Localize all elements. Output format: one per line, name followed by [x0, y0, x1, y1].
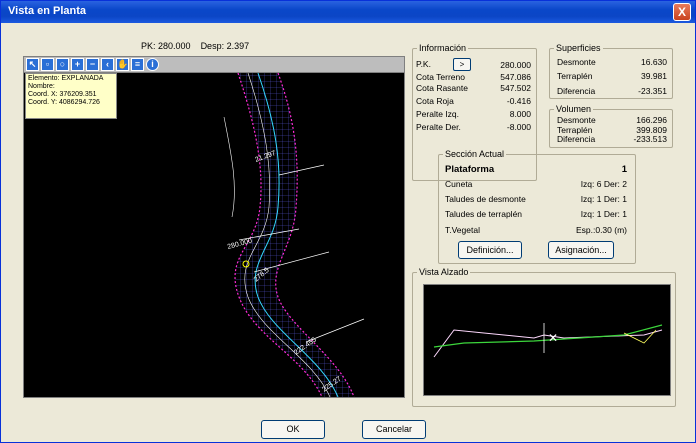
pointer-icon[interactable]: ↖ — [26, 58, 39, 71]
info-value: -8.000 — [506, 122, 531, 132]
cross-section-line — [305, 318, 365, 343]
info-value: 547.086 — [500, 72, 531, 82]
close-button[interactable]: X — [673, 3, 691, 21]
info-label: Peralte Der. — [416, 122, 461, 132]
seccion-label: Taludes de terraplén — [445, 209, 523, 219]
cancel-button[interactable]: Cancelar — [362, 420, 426, 439]
cross-section-line — [278, 164, 325, 176]
viewer-header: PK: 280.000 Desp: 2.397 — [141, 41, 249, 51]
asignacion-button[interactable]: Asignación... — [548, 241, 614, 259]
alzado-title: Vista Alzado — [419, 267, 469, 277]
plataforma-value: 1 — [621, 164, 627, 175]
seccion-title: Sección Actual — [445, 149, 505, 159]
current-position-marker — [242, 260, 250, 268]
vol-label: Desmonte — [557, 115, 596, 125]
seccion-label: Cuneta — [445, 179, 473, 189]
pk-next-button[interactable]: > — [453, 58, 471, 71]
road-edge-left — [234, 72, 323, 397]
elevation-drawing: ✕ — [433, 323, 663, 358]
info-value: 8.000 — [509, 109, 531, 119]
info-label: Cota Terreno — [416, 72, 465, 82]
info-label: Cota Rasante — [416, 83, 468, 93]
seccion-value: Izq: 1 Der: 1 — [580, 209, 627, 219]
informacion-title: Información — [419, 43, 467, 53]
sup-label: Terraplén — [557, 71, 593, 81]
window-title: Vista en Planta — [8, 5, 87, 17]
pan-icon[interactable]: ✋ — [116, 58, 129, 71]
zoom-previous-icon[interactable]: ‹ — [101, 58, 114, 71]
road-outer-line — [223, 116, 235, 218]
zoom-out-icon[interactable]: − — [86, 58, 99, 71]
volumen-title: Volumen — [556, 104, 592, 114]
tooltip-line: Coord. Y: 4086294.726 — [28, 99, 100, 106]
zoom-all-icon[interactable]: ○ — [56, 58, 69, 71]
seccion-value: Izq: 1 Der: 1 — [580, 194, 627, 204]
volumen-group: Volumen — [549, 104, 673, 148]
sup-label: Diferencia — [557, 86, 596, 96]
zoom-window-icon[interactable]: ▫ — [41, 58, 54, 71]
pk-value: 280.000 — [500, 60, 531, 70]
seccion-value: Esp.:0.30 (m) — [575, 225, 627, 235]
sup-value: 16.630 — [641, 57, 667, 67]
seccion-value: Izq: 6 Der: 2 — [580, 179, 627, 189]
info-value: -0.416 — [506, 96, 531, 106]
road-inner-line — [244, 72, 331, 397]
definicion-button[interactable]: Definición... — [458, 241, 522, 259]
cut-slope — [623, 329, 657, 344]
road-axis — [254, 72, 339, 397]
zoom-in-icon[interactable]: + — [71, 58, 84, 71]
info-icon[interactable]: i — [146, 58, 159, 71]
road-edge-right — [275, 72, 355, 397]
cross-section-line — [238, 228, 300, 241]
info-label: Cota Roja — [416, 96, 454, 106]
tooltip-line: Nombre: — [28, 83, 55, 90]
vol-label: Diferencia — [557, 134, 596, 144]
cross-section-line — [253, 251, 330, 273]
desp-readout: Desp: 2.397 — [200, 41, 250, 51]
pk-label: P.K. — [416, 59, 431, 69]
info-value: 547.502 — [500, 83, 531, 93]
sup-value: -23.351 — [638, 86, 667, 96]
alzado-group: Vista Alzado — [412, 267, 676, 407]
layers-icon[interactable]: ≡ — [131, 58, 144, 71]
viewer-toolbar: ↖ ▫ ○ + − ‹ ✋ ≡ i — [24, 57, 404, 73]
info-label: Peralte Izq. — [416, 109, 459, 119]
elevation-view-canvas[interactable]: ✕ — [423, 284, 671, 396]
plataforma-label: Plataforma — [445, 164, 495, 175]
sup-value: 39.981 — [641, 71, 667, 81]
tooltip-line: Coord. X: 376209.351 — [28, 91, 97, 98]
seccion-group: Sección Actual — [438, 149, 636, 264]
tooltip-line: Elemento: EXPLANADA — [28, 75, 104, 82]
pk-readout: PK: 280.000 — [141, 41, 191, 51]
vol-value: -233.513 — [633, 134, 667, 144]
informacion-group: Información — [412, 43, 537, 181]
vol-value: 166.296 — [636, 115, 667, 125]
plan-view-drawing: 21.297 280.000 278.5 222.455 225.27 — [223, 72, 365, 397]
seccion-label: T.Vegetal — [445, 225, 480, 235]
sup-label: Desmonte — [557, 57, 596, 67]
superficies-group: Superficies — [549, 43, 673, 99]
plan-view-canvas[interactable]: 21.297 280.000 278.5 222.455 225.27 ↖ ▫ … — [23, 56, 405, 398]
ok-button[interactable]: OK — [261, 420, 325, 439]
title-bar[interactable]: Vista en Planta X — [1, 1, 695, 23]
vol-value: 399.809 — [636, 125, 667, 135]
road-band — [235, 73, 354, 397]
seccion-label: Taludes de desmonte — [445, 194, 526, 204]
vol-label: Terraplén — [557, 125, 593, 135]
rasante-profile — [433, 324, 663, 348]
element-tooltip: Elemento: EXPLANADA Nombre: Coord. X: 37… — [25, 73, 117, 119]
axis-marker-icon: ✕ — [548, 331, 558, 345]
superficies-title: Superficies — [556, 43, 601, 53]
